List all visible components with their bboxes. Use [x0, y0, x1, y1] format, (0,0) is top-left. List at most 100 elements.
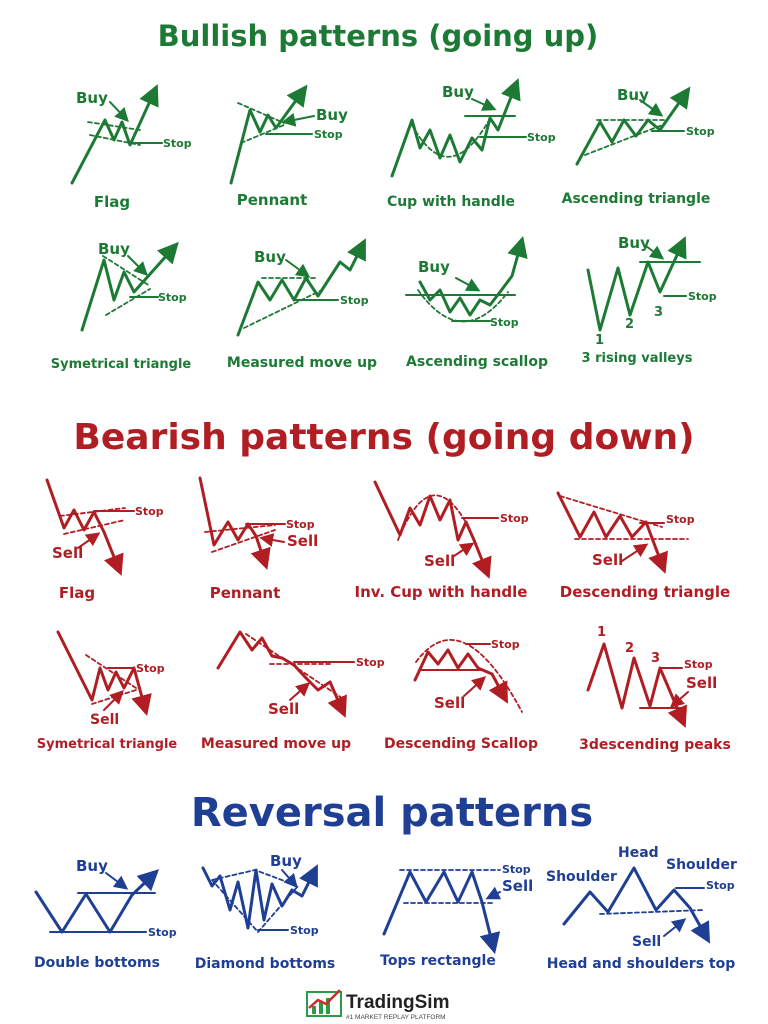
pattern-bearish-flag: [45, 478, 135, 576]
pattern-name-label: 3 rising valleys: [582, 351, 693, 366]
pattern-bullish-ascending-scallop: [405, 235, 528, 323]
price-line: [586, 642, 688, 728]
channel-line: [59, 507, 126, 517]
pattern-name-label: 3descending peaks: [579, 737, 731, 753]
buy-label: Buy: [418, 258, 450, 276]
channel-line: [245, 633, 346, 701]
sell-arrow: [259, 533, 285, 547]
pattern-bearish-3-descending-peaks: [586, 642, 689, 728]
stop-label: Stop: [286, 518, 315, 531]
stop-label: Stop: [490, 316, 519, 329]
bullish-heading: Bullish patterns (going up): [158, 19, 599, 53]
reversal-heading: Reversal patterns: [191, 790, 593, 836]
stop-label: Stop: [688, 290, 717, 303]
pattern-name-label: Measured move up: [201, 736, 351, 752]
stop-label: Stop: [500, 512, 529, 525]
valley-number-label: 2: [625, 317, 634, 332]
stop-label: Stop: [706, 879, 735, 892]
buy-label: Buy: [98, 240, 130, 258]
sell-arrow: [463, 676, 487, 697]
channel-line: [204, 524, 276, 533]
brand-name: TradingSim: [346, 992, 449, 1013]
brand-tagline: #1 MARKET REPLAY PLATFORM: [346, 1014, 446, 1021]
neckline: [599, 909, 705, 915]
price-line: [413, 648, 508, 704]
price-line: [575, 86, 691, 166]
sell-label: Sell: [287, 532, 318, 550]
buy-arrow: [455, 277, 481, 292]
stop-label: Stop: [290, 924, 319, 937]
inv-cup-curve: [397, 494, 471, 541]
buy-arrow: [109, 101, 129, 123]
pattern-bearish-inv-cup-with-handle: [373, 480, 499, 579]
buy-label: Buy: [617, 86, 649, 104]
price-line: [198, 476, 271, 570]
support-line: [584, 123, 666, 156]
buy-label: Buy: [316, 106, 348, 124]
pattern-name-label: Pennant: [237, 191, 308, 209]
stop-label: Stop: [527, 131, 556, 144]
buy-arrow: [105, 872, 129, 890]
brand-logo[interactable]: TradingSim #1 MARKET REPLAY PLATFORM: [306, 989, 449, 1021]
pattern-bearish-symmetrical-triangle: [56, 630, 152, 717]
sell-arrow: [453, 542, 475, 557]
price-line: [236, 238, 366, 337]
stop-label: Stop: [158, 291, 187, 304]
pattern-bearish-descending-scallop: [413, 639, 523, 713]
pattern-name-label: Descending triangle: [560, 583, 730, 601]
sell-arrow: [485, 886, 502, 900]
stop-label: Stop: [686, 125, 715, 138]
pattern-name-label: Symetrical triangle: [51, 357, 192, 372]
price-line: [56, 630, 152, 717]
channel-line: [91, 689, 137, 705]
pattern-name-label: Flag: [94, 193, 130, 211]
price-line: [201, 864, 318, 930]
price-line: [80, 241, 179, 332]
sell-label: Sell: [592, 551, 623, 569]
pattern-name-label: Symetrical triangle: [37, 737, 178, 752]
sell-label: Sell: [90, 712, 119, 728]
buy-label: Buy: [618, 234, 650, 252]
pattern-bullish-3-rising-valleys: [586, 236, 701, 332]
pattern-name-label: Ascending scallop: [406, 354, 548, 370]
stop-label: Stop: [684, 658, 713, 671]
sell-label: Sell: [686, 674, 717, 692]
resistance-line: [559, 495, 663, 528]
buy-label: Buy: [442, 83, 474, 101]
pattern-name-label: Inv. Cup with handle: [355, 583, 528, 601]
peak-number-label: 2: [625, 641, 634, 656]
pattern-bullish-ascending-triangle: [575, 86, 691, 166]
buy-label: Buy: [76, 89, 108, 107]
pattern-reversal-double-bottoms: [34, 869, 160, 934]
channel-line: [237, 102, 285, 124]
pattern-name-label: Pennant: [210, 584, 281, 602]
pattern-name-label: Tops rectangle: [380, 953, 496, 969]
buy-arrow: [127, 255, 148, 276]
cup-curve: [411, 121, 489, 158]
shoulder-label: Shoulder: [546, 869, 617, 885]
price-line: [382, 870, 501, 955]
pattern-name-label: Ascending triangle: [562, 191, 711, 207]
stop-label: Stop: [356, 656, 385, 669]
buy-arrow: [471, 97, 497, 111]
sell-label: Sell: [434, 694, 465, 712]
pattern-name-label: Double bottoms: [34, 955, 160, 971]
pattern-reversal-diamond-bottoms: [201, 864, 318, 933]
buy-arrow: [281, 869, 298, 889]
price-line: [586, 236, 687, 332]
sell-label: Sell: [268, 700, 299, 718]
pattern-name-label: Measured move up: [227, 355, 377, 371]
stop-label: Stop: [340, 294, 369, 307]
diamond-outline: [211, 869, 299, 933]
buy-label: Buy: [76, 857, 108, 875]
channel-line: [105, 288, 151, 316]
buy-label: Buy: [254, 248, 286, 266]
channel-line: [102, 255, 151, 287]
price-line: [373, 480, 492, 579]
price-line: [390, 78, 521, 178]
buy-arrow: [639, 99, 664, 117]
stop-label: Stop: [163, 137, 192, 150]
price-line: [418, 235, 528, 317]
pattern-name-label: Diamond bottoms: [195, 956, 336, 972]
channel-line: [240, 124, 285, 144]
